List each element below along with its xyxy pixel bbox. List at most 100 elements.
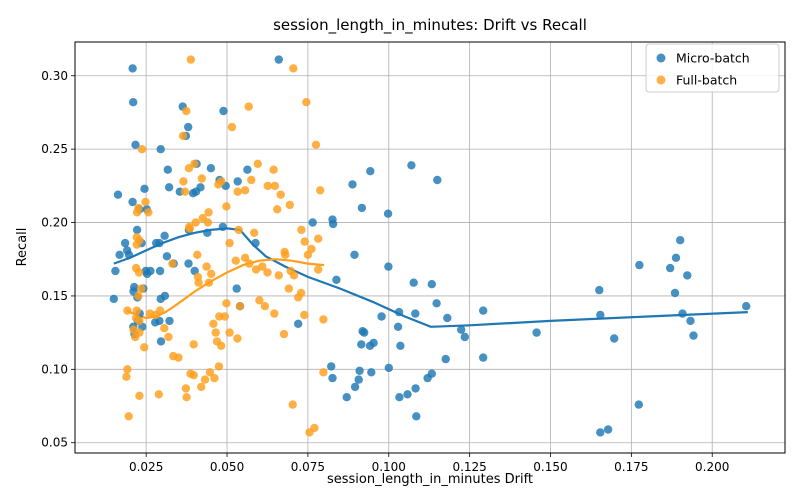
full-batch-point xyxy=(134,291,143,301)
micro-batch-point xyxy=(111,266,120,276)
micro-batch-point xyxy=(460,332,469,342)
full-batch-point xyxy=(144,208,153,217)
y-tick-label: 0.15 xyxy=(41,289,68,303)
micro-batch-point xyxy=(165,316,174,326)
full-batch-point xyxy=(205,368,215,377)
micro-batch-point xyxy=(128,64,137,73)
micro-batch-point xyxy=(383,209,393,218)
full-batch-point xyxy=(263,268,272,277)
micro-batch-point xyxy=(243,165,252,174)
full-batch-point xyxy=(207,269,216,279)
micro-batch-point xyxy=(219,106,228,116)
micro-batch-point xyxy=(129,98,138,107)
full-batch-point xyxy=(244,102,253,111)
micro-batch-point xyxy=(332,275,341,284)
x-tick-label: 0.025 xyxy=(129,460,163,474)
micro-batch-point xyxy=(367,368,376,377)
full-batch-point xyxy=(191,218,200,227)
full-batch-point xyxy=(189,340,198,349)
full-batch-point xyxy=(160,324,169,333)
micro-batch-point xyxy=(160,291,170,301)
legend: Micro-batch Full-batch xyxy=(645,43,780,93)
y-tick-label: 0.25 xyxy=(41,142,68,156)
micro-batch-point xyxy=(433,175,442,185)
micro-batch-point xyxy=(678,309,687,318)
full-batch-point xyxy=(155,306,165,315)
y-tick-label: 0.20 xyxy=(41,216,68,230)
full-batch-point xyxy=(123,365,132,374)
full-batch-point xyxy=(197,174,206,183)
full-batch-point xyxy=(302,98,311,107)
full-batch-point xyxy=(253,159,262,168)
x-tick-label: 0.050 xyxy=(210,460,244,474)
micro-batch-point xyxy=(140,184,149,193)
micro-batch-point xyxy=(366,167,375,176)
full-batch-point xyxy=(186,55,195,64)
y-axis-label: Recall xyxy=(15,228,30,267)
full-batch-point xyxy=(225,328,234,337)
full-batch-point xyxy=(297,225,306,235)
micro-batch-point xyxy=(407,161,416,170)
full-batch-point xyxy=(204,278,214,287)
full-batch-point xyxy=(273,205,282,214)
y-axis-ticks: 0.05 0.10 0.15 0.20 0.25 0.30 xyxy=(41,69,75,450)
micro-batch-point xyxy=(441,354,450,364)
full-batch-point xyxy=(227,122,237,132)
micro-batch-point xyxy=(156,337,166,346)
micro-batch-point xyxy=(596,310,605,320)
full-batch-point xyxy=(222,299,231,308)
legend-label-micro-batch: Micro-batch xyxy=(676,51,750,66)
micro-batch-point xyxy=(432,299,441,308)
full-batch-point xyxy=(279,329,289,339)
full-batch-point xyxy=(210,373,219,383)
full-batch-point xyxy=(178,131,188,141)
micro-batch-point xyxy=(393,322,403,331)
micro-batch-point xyxy=(188,189,198,198)
micro-batch-point xyxy=(635,260,644,270)
micro-batch-point xyxy=(218,222,227,232)
full-batch-point xyxy=(270,181,280,191)
full-batch-point xyxy=(182,106,191,116)
full-batch-point xyxy=(310,423,319,433)
micro-batch-point xyxy=(412,412,421,421)
x-tick-label: 0.200 xyxy=(695,460,729,474)
full-batch-point xyxy=(245,259,254,268)
micro-batch-point xyxy=(163,165,172,174)
full-batch-point xyxy=(233,187,242,196)
micro-batch-point xyxy=(155,316,164,326)
micro-batch-point xyxy=(203,228,212,237)
legend-marker-full-batch xyxy=(656,75,666,85)
micro-batch-point xyxy=(479,306,488,315)
micro-batch-point xyxy=(274,55,283,64)
x-axis-label: session_length_in_minutes Drift xyxy=(327,472,533,487)
micro-batch-point xyxy=(670,288,680,298)
legend-box xyxy=(645,43,780,93)
micro-batch-point xyxy=(354,375,363,384)
full-batch-point xyxy=(255,296,264,305)
full-batch-point xyxy=(123,306,132,315)
micro-batch-point xyxy=(164,183,174,192)
micro-batch-point xyxy=(634,400,643,409)
x-tick-label: 0.175 xyxy=(614,460,648,474)
x-tick-label: 0.075 xyxy=(291,460,325,474)
micro-batch-point xyxy=(603,425,613,434)
micro-batch-point xyxy=(162,252,172,261)
full-batch-point xyxy=(247,175,256,185)
full-batch-point xyxy=(251,265,261,274)
micro-batch-point xyxy=(384,262,393,271)
full-batch-point xyxy=(274,271,283,280)
full-batch-point xyxy=(197,382,206,392)
micro-batch-point xyxy=(196,183,205,192)
micro-batch-point xyxy=(120,238,130,248)
full-batch-point xyxy=(284,284,293,293)
micro-batch-point xyxy=(689,331,698,340)
micro-batch-point xyxy=(443,313,452,323)
full-batch-point xyxy=(217,341,226,350)
scatter-points xyxy=(109,55,751,437)
full-batch-point xyxy=(185,224,194,233)
micro-batch-point xyxy=(155,266,165,276)
micro-batch-point xyxy=(427,280,436,289)
micro-batch-point xyxy=(206,164,216,173)
micro-batch-point xyxy=(350,250,359,259)
